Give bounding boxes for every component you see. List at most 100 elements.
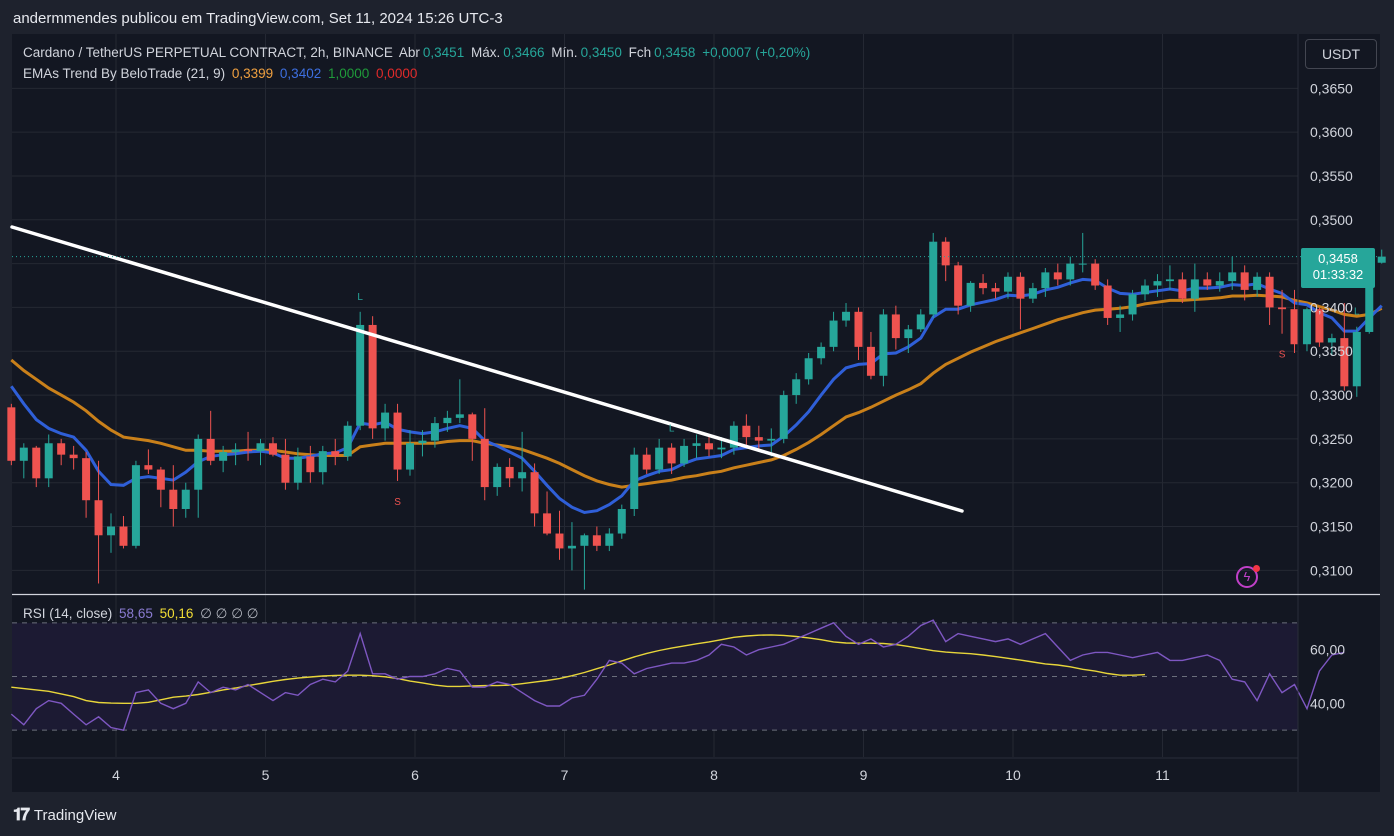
- ema-slow-path: [10, 293, 1383, 489]
- price-tick-label: 0,3400: [1310, 299, 1353, 315]
- notification-dot: [1253, 565, 1260, 572]
- symbol-title: Cardano / TetherUS PERPETUAL CONTRACT, 2…: [23, 45, 393, 60]
- candle-body: [555, 533, 564, 549]
- candle-body: [817, 346, 826, 359]
- candle-body: [891, 314, 900, 339]
- candle-body: [231, 449, 240, 453]
- rsi-tick-label: 60,00: [1310, 642, 1345, 658]
- candle-body: [605, 533, 614, 546]
- candle-body: [879, 314, 888, 376]
- candle-body: [954, 265, 963, 306]
- candle-body: [244, 449, 253, 452]
- candle-body: [1240, 272, 1249, 290]
- rsi-tick-label: 40,00: [1310, 695, 1345, 711]
- close-label: Fch: [628, 45, 652, 60]
- rsi-ma-value: 50,16: [159, 606, 194, 621]
- candle-body: [144, 465, 153, 470]
- candle-body: [356, 324, 365, 426]
- publisher-line: andermmendes publicou em TradingView.com…: [13, 10, 503, 27]
- symbol-legend: Cardano / TetherUS PERPETUAL CONTRACT, 2…: [23, 45, 813, 60]
- trendline: [10, 225, 964, 513]
- candle-body: [642, 454, 651, 470]
- candle-body: [630, 454, 639, 509]
- candle-body: [268, 443, 277, 455]
- candle-body: [567, 545, 576, 549]
- high-label: Máx.: [470, 45, 501, 60]
- candle-body: [455, 414, 464, 418]
- time-tick-label: 4: [112, 767, 120, 783]
- candle-body: [44, 443, 53, 479]
- candle-body: [1290, 309, 1299, 345]
- time-tick-label: 11: [1155, 767, 1170, 783]
- candle-body: [1302, 309, 1311, 345]
- last-price-tag: 0,3458 01:33:32: [1301, 248, 1375, 288]
- time-tick-label: 6: [411, 767, 419, 783]
- candle-body: [692, 443, 701, 446]
- candle-body: [1278, 307, 1287, 310]
- open-value: 0,3451: [422, 45, 465, 60]
- candle-body: [281, 454, 290, 483]
- flash-icon[interactable]: ϟ: [1236, 565, 1260, 588]
- candle-body: [1215, 281, 1224, 286]
- candle-body: [655, 447, 664, 470]
- candle-body: [94, 500, 103, 536]
- candle-body: [754, 437, 763, 441]
- candle-body: [331, 451, 340, 457]
- indicator-title: EMAs Trend By BeloTrade (21, 9): [23, 66, 226, 81]
- close-value: 0,3458: [654, 45, 696, 60]
- candle-body: [1352, 331, 1361, 387]
- rsi-value: 58,65: [119, 606, 153, 621]
- currency-button[interactable]: USDT: [1305, 39, 1377, 69]
- price-tick-label: 0,3150: [1310, 519, 1353, 535]
- candle-body: [991, 288, 1000, 292]
- candle-body: [1066, 263, 1075, 280]
- candle-body: [1315, 309, 1324, 343]
- candle-body: [1078, 263, 1087, 265]
- candle-body: [1340, 338, 1349, 387]
- candle-body: [493, 466, 502, 488]
- candle-body: [842, 311, 851, 321]
- price-tick-label: 0,3600: [1310, 124, 1353, 140]
- rsi-title: RSI (14, close): [23, 606, 113, 621]
- candle-body: [318, 451, 327, 473]
- candle-body: [480, 438, 489, 488]
- candle-body: [7, 407, 16, 461]
- candle-body: [667, 447, 676, 464]
- candle-body: [829, 320, 838, 347]
- price-tick-label: 0,3350: [1310, 343, 1353, 359]
- candle-body: [580, 535, 589, 546]
- time-tick-label: 8: [710, 767, 718, 783]
- candle-body: [518, 472, 527, 479]
- signal-marker: S: [394, 497, 401, 508]
- high-value: 0,3466: [503, 45, 545, 60]
- bar-countdown: 01:33:32: [1312, 267, 1364, 282]
- candle-body: [1128, 294, 1137, 315]
- candles: [7, 232, 1386, 590]
- signal-marker: L: [357, 292, 363, 303]
- axes: [12, 34, 1380, 792]
- change-value: +0,0007 (+0,20%): [702, 45, 811, 60]
- candle-body: [131, 465, 140, 546]
- candle-body: [543, 513, 552, 534]
- indicator-value-1: 0,3399: [231, 66, 274, 81]
- candle-body: [468, 414, 477, 439]
- candle-body: [406, 443, 415, 470]
- open-label: Abr: [398, 45, 420, 60]
- candle-body: [343, 425, 352, 457]
- candle-body: [1053, 272, 1062, 280]
- ema-fast-line: [10, 277, 1383, 515]
- candle-body: [767, 438, 776, 441]
- price-tick-label: 0,3650: [1310, 80, 1353, 96]
- candle-body: [1016, 276, 1025, 299]
- price-tick-label: 0,3550: [1310, 168, 1353, 184]
- price-tick-label: 0,3200: [1310, 475, 1353, 491]
- candle-body: [181, 489, 190, 509]
- candle-body: [219, 452, 228, 461]
- rsi-legend: RSI (14, close) 58,65 50,16 ∅ ∅ ∅ ∅: [23, 606, 261, 622]
- candle-body: [169, 489, 178, 509]
- low-label: Mín.: [551, 45, 578, 60]
- signal-marker: S: [1279, 350, 1286, 361]
- candle-body: [443, 417, 452, 424]
- candle-body: [1028, 288, 1037, 299]
